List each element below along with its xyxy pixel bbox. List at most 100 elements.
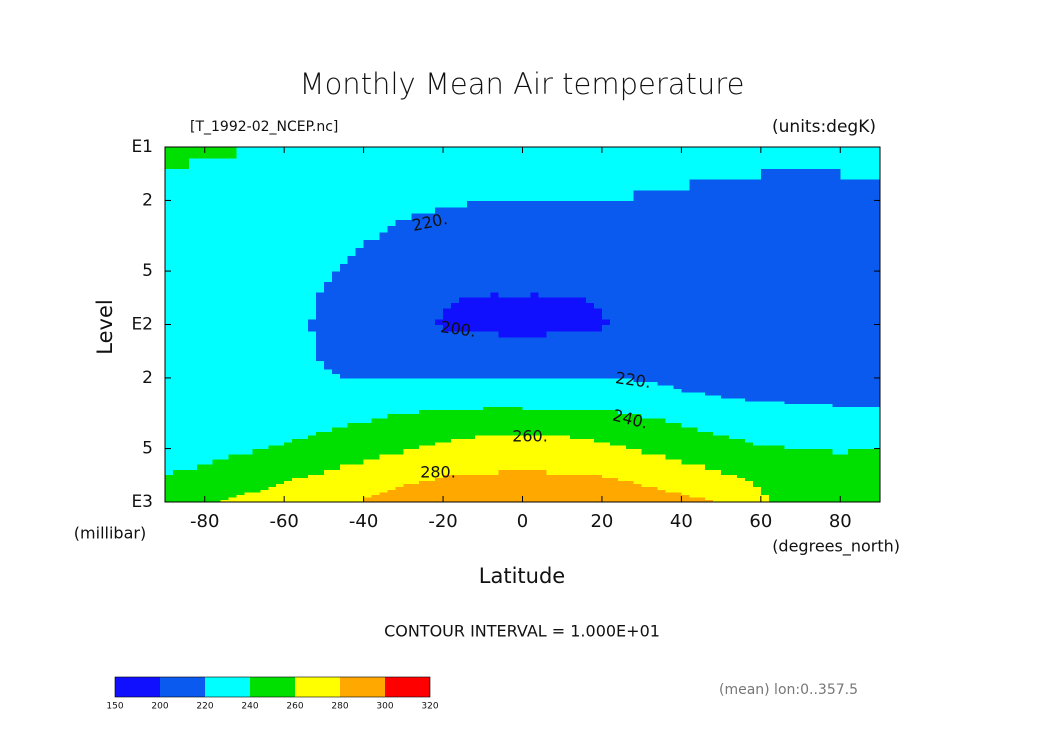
field-cell (633, 441, 643, 446)
field-cell (633, 377, 643, 382)
field-cell (554, 369, 563, 375)
field-cell (856, 271, 865, 277)
field-cell (824, 477, 833, 482)
field-cell (339, 343, 349, 351)
field-cell (633, 438, 643, 443)
field-cell (490, 276, 500, 283)
field-cell (355, 409, 365, 415)
field-cell (379, 319, 389, 326)
field-cell (435, 496, 444, 501)
field-cell (355, 413, 365, 419)
field-cell (260, 491, 269, 496)
field-cell (276, 448, 285, 455)
field-cell (284, 418, 293, 424)
field-cell (816, 308, 825, 315)
field-cell (848, 381, 857, 386)
field-cell (379, 438, 389, 443)
field-cell (872, 381, 881, 386)
field-cell (570, 434, 579, 439)
field-cell (466, 413, 476, 419)
field-cell (482, 418, 492, 424)
field-cell (474, 271, 484, 277)
field-cell (697, 302, 706, 309)
field-cell (649, 395, 659, 399)
field-cell (474, 381, 484, 386)
field-cell (784, 384, 794, 389)
field-cell (729, 438, 738, 443)
field-cell (752, 388, 762, 393)
field-cell (379, 388, 389, 393)
field-cell (824, 349, 833, 357)
field-cell (347, 330, 357, 338)
field-cell (323, 480, 333, 485)
field-cell (546, 302, 555, 309)
field-cell (419, 291, 428, 298)
field-cell (840, 441, 849, 446)
field-cell (427, 271, 436, 277)
field-cell (268, 281, 277, 288)
field-cell (665, 434, 675, 439)
field-cell (697, 486, 706, 491)
field-cell (506, 281, 516, 288)
field-cell (625, 276, 635, 283)
field-cell (840, 434, 849, 439)
field-cell (323, 395, 333, 399)
field-cell (522, 343, 532, 351)
field-cell (800, 281, 810, 288)
field-cell (196, 434, 206, 439)
field-cell (713, 384, 722, 389)
field-cell (609, 313, 619, 320)
field-cell (387, 438, 396, 443)
field-cell (498, 477, 508, 482)
field-cell (260, 413, 269, 419)
field-cell (721, 349, 730, 357)
field-cell (276, 489, 285, 493)
field-cell (236, 377, 246, 382)
field-cell (673, 324, 682, 332)
field-cell (315, 426, 325, 432)
field-cell (244, 373, 253, 379)
field-cell (292, 496, 301, 501)
field-cell (371, 438, 381, 443)
field-cell (363, 438, 373, 443)
field-cell (315, 324, 325, 332)
field-cell (562, 377, 571, 382)
field-cell (323, 486, 333, 491)
field-cell (196, 422, 206, 428)
field-cell (578, 426, 587, 432)
field-cell (840, 381, 849, 386)
field-cell (435, 409, 444, 415)
field-cell (220, 464, 230, 470)
field-cell (482, 349, 492, 357)
field-cell (776, 297, 786, 304)
field-cell (180, 441, 190, 446)
field-cell (649, 499, 659, 503)
field-cell (562, 381, 571, 386)
field-cell (212, 360, 222, 366)
field-cell (172, 426, 182, 432)
field-cell (729, 373, 738, 379)
field-cell (331, 373, 341, 379)
field-cell (419, 281, 428, 288)
field-cell (331, 464, 341, 470)
field-cell (848, 483, 857, 488)
field-cell (204, 263, 214, 272)
field-cell (435, 364, 444, 370)
field-cell (236, 355, 246, 361)
field-cell (387, 319, 396, 326)
field-cell (872, 330, 881, 338)
field-cell (403, 360, 412, 366)
field-cell (705, 431, 714, 436)
field-cell (347, 448, 357, 455)
field-cell (443, 313, 452, 320)
field-cell (379, 489, 389, 493)
field-cell (752, 330, 762, 338)
field-cell (236, 281, 246, 288)
field-cell (530, 302, 539, 309)
field-cell (498, 302, 508, 309)
field-cell (308, 486, 317, 491)
field-cell (474, 453, 484, 460)
field-cell (538, 413, 547, 419)
field-cell (721, 409, 730, 415)
field-cell (586, 377, 595, 382)
